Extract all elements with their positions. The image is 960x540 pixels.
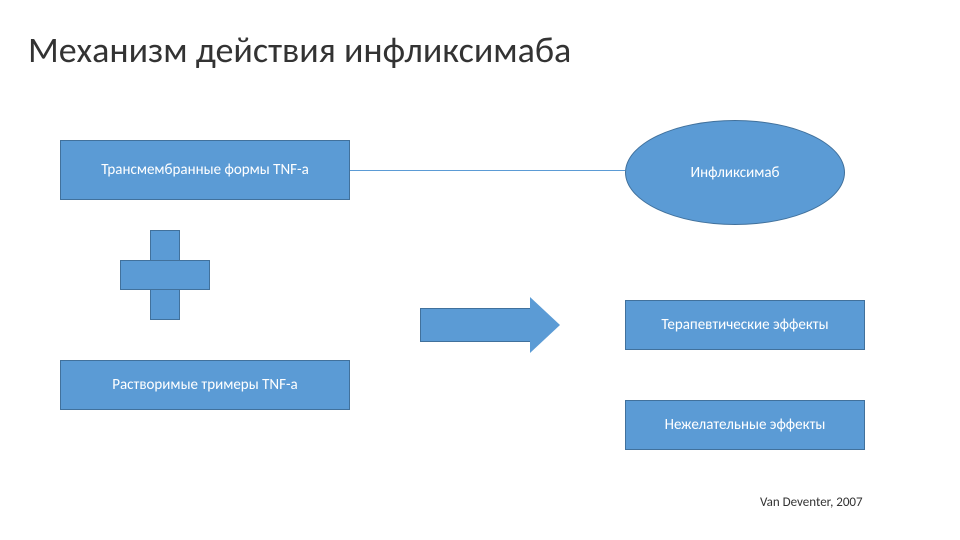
arrow-body: [420, 308, 530, 342]
node-infliximab: Инфликсимаб: [625, 120, 845, 225]
node-infliximab-label: Инфликсимаб: [690, 164, 779, 182]
node-transmembrane-label: Трансмембранные формы TNF-a: [101, 161, 309, 179]
node-transmembrane: Трансмембранные формы TNF-a: [60, 140, 350, 200]
node-soluble: Растворимые тримеры TNF-a: [60, 360, 350, 410]
plus-icon: [120, 230, 210, 320]
node-adverse: Нежелательные эффекты: [625, 400, 865, 450]
slide-title: Механизм действия инфликсимаба: [28, 28, 571, 72]
connector-line: [350, 170, 625, 171]
node-therapeutic: Терапевтические эффекты: [625, 300, 865, 350]
node-therapeutic-label: Терапевтические эффекты: [661, 316, 828, 334]
plus-horizontal: [120, 260, 210, 290]
node-adverse-label: Нежелательные эффекты: [665, 416, 826, 434]
arrow-head-icon: [530, 297, 560, 353]
node-soluble-label: Растворимые тримеры TNF-a: [112, 376, 298, 394]
citation-text: Van Deventer, 2007: [760, 495, 863, 510]
slide-canvas: Механизм действия инфликсимаба Трансмемб…: [0, 0, 960, 540]
